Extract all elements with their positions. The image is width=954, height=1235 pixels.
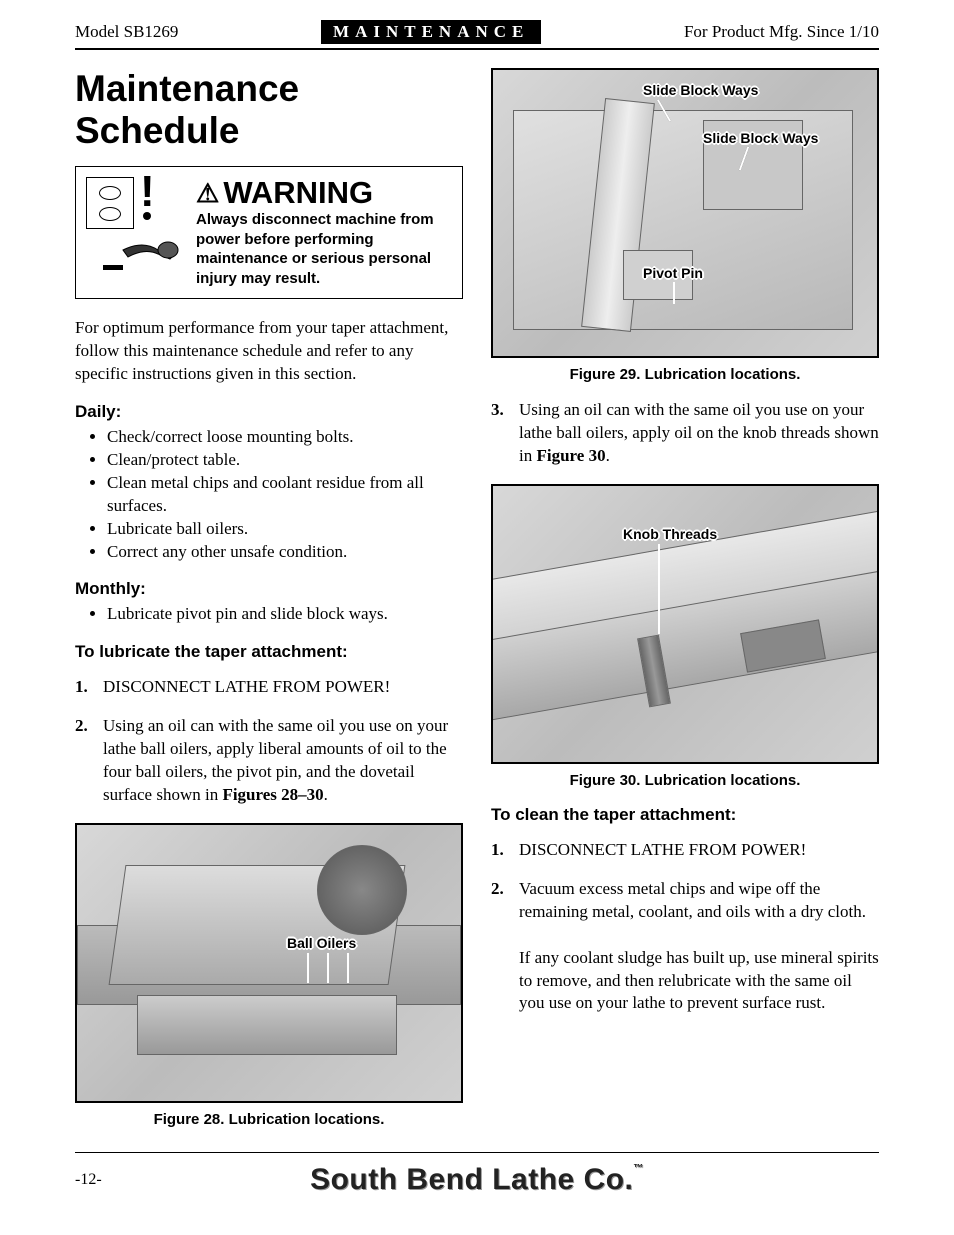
figure-28-caption: Figure 28. Lubrication locations. xyxy=(75,1111,463,1128)
content-columns: Maintenance Schedule ! ⚠ xyxy=(75,68,879,1144)
callout-knob-threads: Knob Threads xyxy=(623,526,717,542)
callout-slide-block-ways-1: Slide Block Ways xyxy=(643,82,758,98)
lubricate-steps-cont: 3. Using an oil can with the same oil yo… xyxy=(491,399,879,468)
header-rule xyxy=(75,48,879,50)
warning-box: ! ⚠ WARNING Always disconnect machine fr… xyxy=(75,166,463,299)
list-item: Correct any other unsafe condition. xyxy=(107,541,463,564)
figure-28: Ball Oilers xyxy=(75,823,463,1103)
step-number: 1. xyxy=(75,676,103,699)
callout-slide-block-ways-2: Slide Block Ways xyxy=(703,130,818,146)
step-text: Using an oil can with the same oil you u… xyxy=(103,715,463,807)
lubricate-label: To lubricate the taper attachment: xyxy=(75,642,463,662)
step-number: 2. xyxy=(491,878,519,1016)
left-column: Maintenance Schedule ! ⚠ xyxy=(75,68,463,1144)
clean-steps: 1. DISCONNECT LATHE FROM POWER! 2. Vacuu… xyxy=(491,839,879,1016)
warning-body: Always disconnect machine from power bef… xyxy=(196,210,450,288)
page-header: Model SB1269 MAINTENANCE For Product Mfg… xyxy=(75,20,879,48)
figure-30-caption: Figure 30. Lubrication locations. xyxy=(491,772,879,789)
warning-heading: ⚠ WARNING xyxy=(196,177,450,208)
list-item: Lubricate ball oilers. xyxy=(107,518,463,541)
warning-graphic: ! xyxy=(86,177,186,288)
warning-triangle-icon: ⚠ xyxy=(196,180,219,206)
footer-brand: South Bend Lathe Co.™ xyxy=(135,1163,819,1197)
list-item: Check/correct loose mounting bolts. xyxy=(107,426,463,449)
callout-pivot-pin: Pivot Pin xyxy=(643,265,703,281)
header-date: For Product Mfg. Since 1/10 xyxy=(684,22,879,42)
daily-list: Check/correct loose mounting bolts. Clea… xyxy=(75,426,463,564)
step-text: Vacuum excess metal chips and wipe off t… xyxy=(519,878,879,1016)
page-title: Maintenance Schedule xyxy=(75,68,463,152)
monthly-list: Lubricate pivot pin and slide block ways… xyxy=(75,603,463,626)
list-item: Clean metal chips and coolant residue fr… xyxy=(107,472,463,518)
clean-label: To clean the taper attachment: xyxy=(491,805,879,825)
step-item: 1. DISCONNECT LATHE FROM POWER! xyxy=(491,839,879,862)
step-number: 1. xyxy=(491,839,519,862)
warning-text: ⚠ WARNING Always disconnect machine from… xyxy=(196,177,450,288)
plug-icon xyxy=(98,225,188,280)
step-item: 1. DISCONNECT LATHE FROM POWER! xyxy=(75,676,463,699)
header-section: MAINTENANCE xyxy=(321,20,541,44)
step-text: DISCONNECT LATHE FROM POWER! xyxy=(519,839,879,862)
right-column: Slide Block Ways Slide Block Ways Pivot … xyxy=(491,68,879,1144)
daily-label: Daily: xyxy=(75,402,463,422)
intro-paragraph: For optimum performance from your taper … xyxy=(75,317,463,386)
list-item: Lubricate pivot pin and slide block ways… xyxy=(107,603,463,626)
page-number: -12- xyxy=(75,1171,135,1189)
figure-30: Knob Threads xyxy=(491,484,879,764)
step-number: 2. xyxy=(75,715,103,807)
step-text: Using an oil can with the same oil you u… xyxy=(519,399,879,468)
outlet-icon xyxy=(86,177,134,229)
figure-29: Slide Block Ways Slide Block Ways Pivot … xyxy=(491,68,879,358)
step-item: 3. Using an oil can with the same oil yo… xyxy=(491,399,879,468)
figure-29-caption: Figure 29. Lubrication locations. xyxy=(491,366,879,383)
callout-ball-oilers: Ball Oilers xyxy=(287,935,356,951)
page-footer: -12- South Bend Lathe Co.™ xyxy=(75,1163,879,1197)
header-model: Model SB1269 xyxy=(75,22,178,42)
step-item: 2. Vacuum excess metal chips and wipe of… xyxy=(491,878,879,1016)
exclaim-icon: ! xyxy=(140,177,155,220)
step-item: 2. Using an oil can with the same oil yo… xyxy=(75,715,463,807)
step-number: 3. xyxy=(491,399,519,468)
list-item: Clean/protect table. xyxy=(107,449,463,472)
footer-rule xyxy=(75,1152,879,1153)
step-text: DISCONNECT LATHE FROM POWER! xyxy=(103,676,463,699)
lubricate-steps: 1. DISCONNECT LATHE FROM POWER! 2. Using… xyxy=(75,676,463,807)
monthly-label: Monthly: xyxy=(75,579,463,599)
